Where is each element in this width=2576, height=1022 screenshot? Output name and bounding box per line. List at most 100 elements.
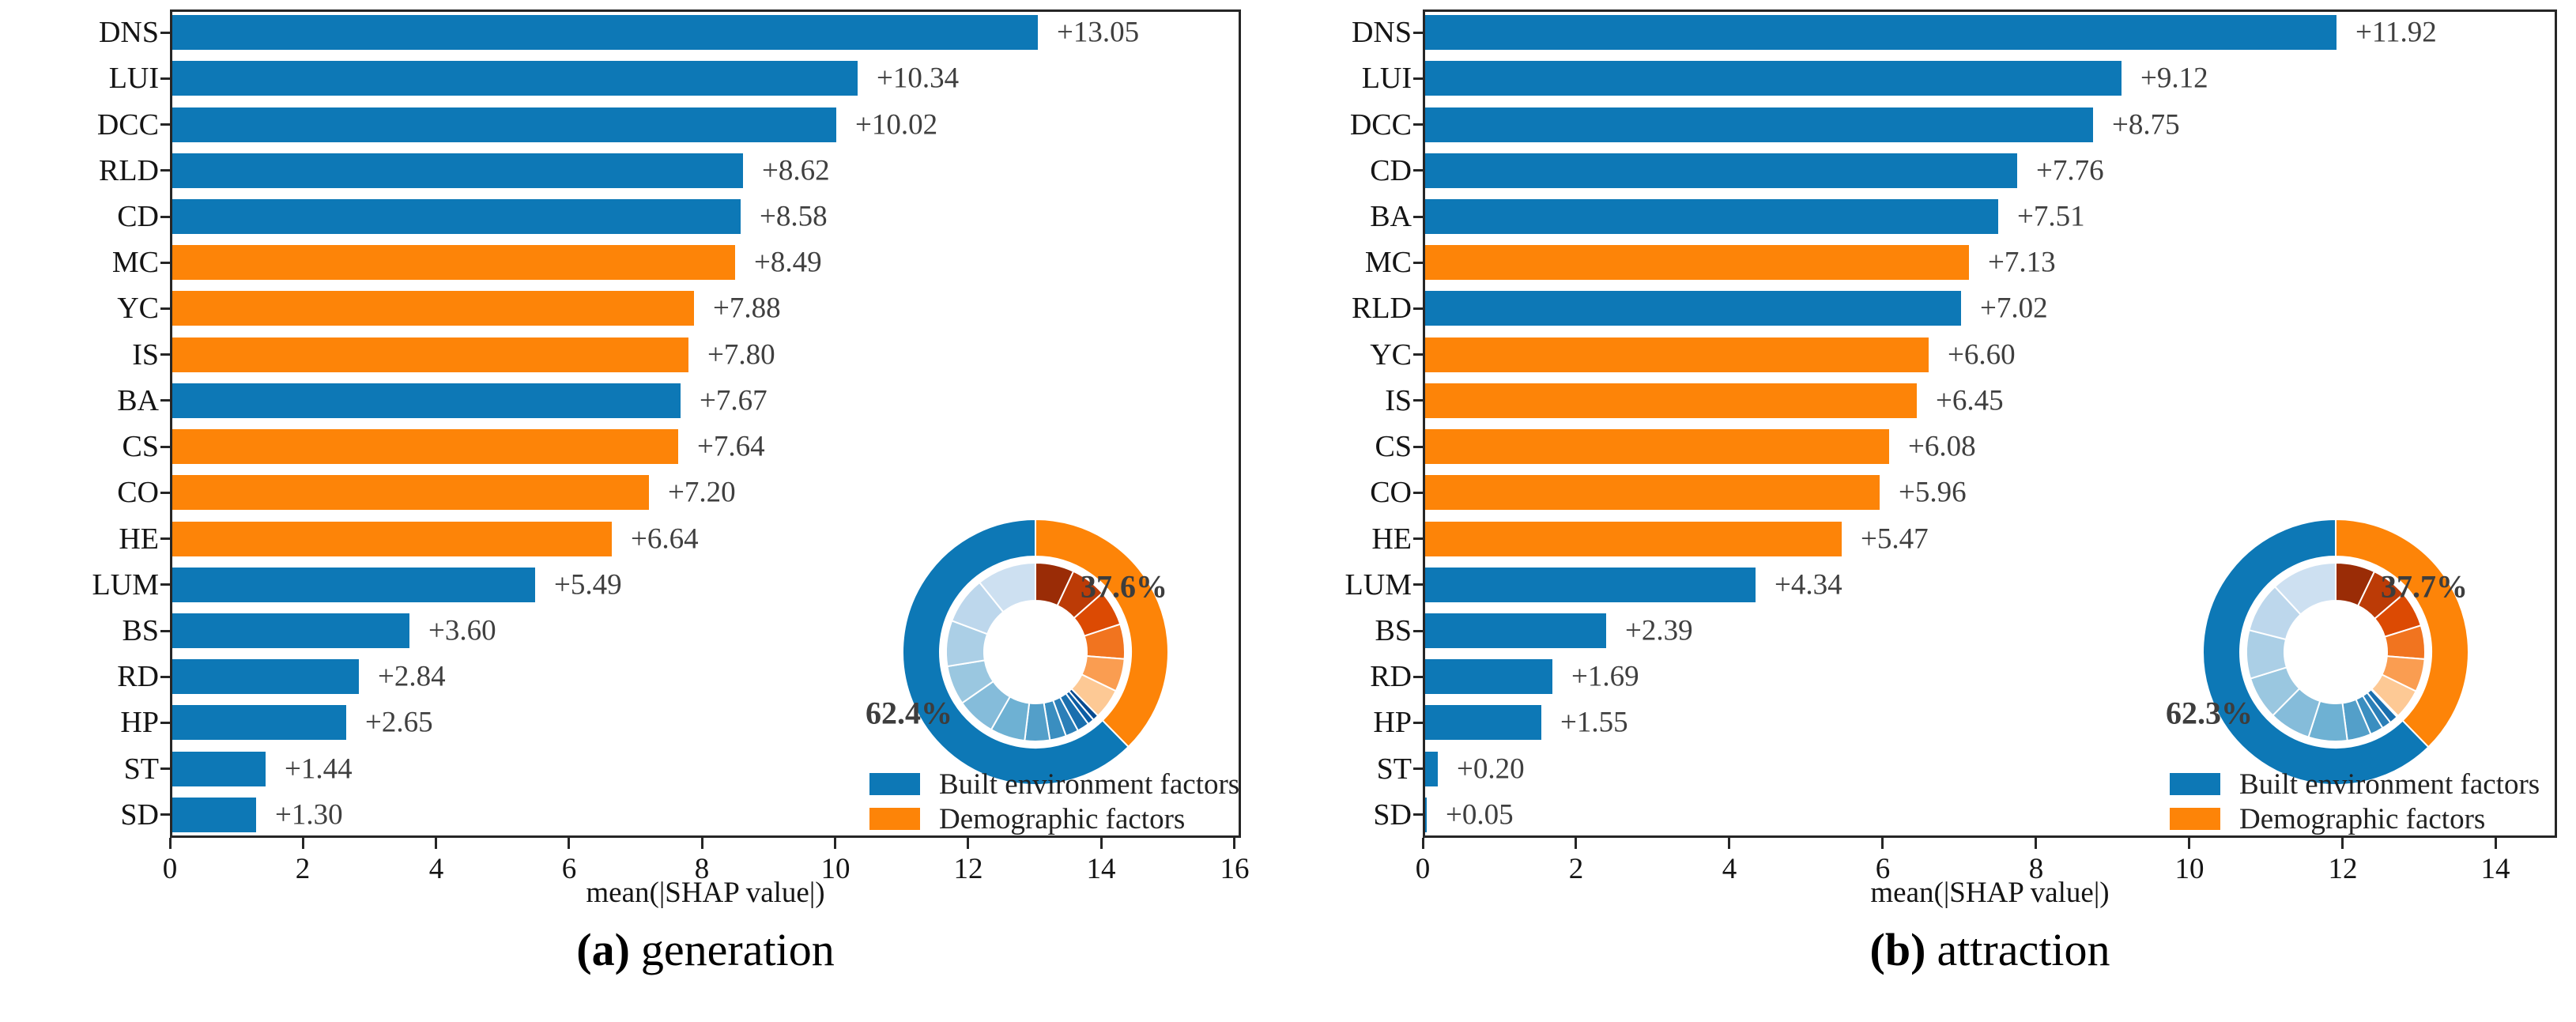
y-category-label: SD	[1373, 798, 1412, 832]
bar-value-label: +6.60	[1948, 338, 2016, 371]
x-tick-label: 10	[820, 853, 850, 885]
y-tick-mark	[160, 813, 170, 816]
y-category-label: HE	[1371, 522, 1412, 556]
bar-value-label: +6.64	[631, 522, 699, 556]
bar-value-label: +7.51	[2017, 200, 2085, 233]
legend: Built environment factors Demographic fa…	[869, 768, 1239, 838]
donut-inset-chart	[2202, 518, 2469, 786]
y-tick-mark	[1413, 446, 1423, 448]
x-tick-mark	[2188, 838, 2190, 849]
y-category-label: HP	[1373, 706, 1412, 740]
x-tick-mark	[1728, 838, 1730, 849]
x-tick-label: 0	[162, 853, 178, 885]
donut-inner-segment-dns	[978, 561, 1036, 613]
x-tick-mark	[302, 838, 304, 849]
bar-hp	[1425, 705, 1541, 740]
x-tick-mark	[1575, 838, 1577, 849]
y-tick-mark	[160, 722, 170, 724]
y-category-label: RLD	[1352, 292, 1412, 326]
y-category-label: BA	[117, 383, 159, 417]
legend-label-demographic: Demographic factors	[939, 802, 1186, 835]
y-category-label: MC	[111, 246, 159, 280]
legend-label-built: Built environment factors	[2239, 767, 2540, 801]
bar-ba	[172, 383, 681, 418]
x-tick-mark	[2035, 838, 2037, 849]
bar-rd	[172, 659, 359, 694]
y-tick-mark	[160, 446, 170, 448]
bar-value-label: +7.67	[700, 384, 768, 417]
y-tick-mark	[160, 123, 170, 126]
donut-outer-demographic-arc	[1035, 518, 1169, 749]
y-tick-mark	[160, 216, 170, 218]
legend-swatch-demographic-icon	[869, 808, 920, 830]
y-category-label: DCC	[96, 107, 159, 141]
bar-value-label: +11.92	[2355, 16, 2437, 49]
bar-yc	[1425, 338, 1929, 372]
donut-outer-built-arc	[2202, 518, 2430, 786]
x-tick-label: 4	[1722, 853, 1737, 885]
y-category-label: HP	[120, 706, 159, 740]
bar-value-label: +8.62	[762, 154, 830, 187]
y-category-label: CS	[122, 430, 159, 464]
y-tick-mark	[1413, 630, 1423, 632]
bar-value-label: +1.44	[285, 752, 353, 786]
donut-inner-segment-dns	[2273, 561, 2337, 616]
bar-value-label: +10.34	[877, 62, 960, 95]
bar-dcc	[1425, 107, 2093, 142]
y-tick-mark	[1413, 583, 1423, 586]
x-tick-label: 2	[1568, 853, 1584, 885]
bar-lum	[172, 568, 535, 602]
caption-marker: (b)	[1869, 924, 1926, 975]
y-category-label: RLD	[99, 153, 159, 187]
y-tick-mark	[1413, 123, 1423, 126]
bar-value-label: +0.05	[1446, 798, 1514, 832]
y-tick-mark	[1413, 262, 1423, 264]
bar-dcc	[172, 107, 836, 142]
bar-value-label: +7.13	[1988, 246, 2056, 279]
bar-yc	[172, 291, 694, 326]
y-tick-mark	[160, 399, 170, 402]
x-tick-label: 6	[561, 853, 577, 885]
y-category-label: DNS	[1351, 16, 1412, 50]
bar-ba	[1425, 199, 1998, 234]
x-axis-label: mean(|SHAP value|)	[1870, 877, 2110, 909]
legend-entry-demographic: Demographic factors	[869, 803, 1239, 835]
legend-swatch-built-icon	[2170, 773, 2220, 795]
y-tick-mark	[1413, 492, 1423, 494]
bar-co	[172, 475, 649, 510]
y-tick-mark	[160, 262, 170, 264]
bar-cs	[1425, 429, 1889, 464]
x-tick-label: 2	[295, 853, 311, 885]
x-tick-mark	[701, 838, 703, 849]
bar-sd	[172, 798, 256, 832]
x-tick-mark	[1100, 838, 1103, 849]
caption-text: generation	[640, 924, 835, 975]
y-tick-mark	[160, 583, 170, 586]
legend-label-built: Built environment factors	[939, 767, 1240, 801]
bar-is	[1425, 383, 1917, 418]
y-tick-mark	[160, 492, 170, 494]
y-tick-mark	[1413, 216, 1423, 218]
bar-dns	[172, 15, 1038, 50]
bar-sd	[1425, 798, 1427, 832]
y-tick-mark	[160, 32, 170, 34]
bar-st	[172, 752, 266, 786]
bar-value-label: +8.49	[754, 246, 822, 279]
x-tick-label: 8	[2028, 853, 2044, 885]
bar-value-label: +7.80	[707, 338, 775, 371]
y-tick-mark	[1413, 399, 1423, 402]
donut-built-percentage: 62.4%	[866, 695, 952, 731]
donut-outer-demographic-arc	[2335, 518, 2469, 749]
y-category-label: RD	[117, 660, 159, 694]
donut-outer-built-arc	[902, 518, 1130, 786]
legend-entry-built: Built environment factors	[869, 767, 1240, 801]
bar-bs	[172, 613, 409, 648]
y-category-label: IS	[132, 338, 159, 371]
x-tick-label: 16	[1220, 853, 1250, 885]
y-category-label: DNS	[98, 16, 159, 50]
x-tick-mark	[2495, 838, 2497, 849]
legend-swatch-demographic-icon	[2170, 808, 2220, 830]
bar-value-label: +1.55	[1560, 706, 1628, 739]
x-tick-mark	[169, 838, 172, 849]
